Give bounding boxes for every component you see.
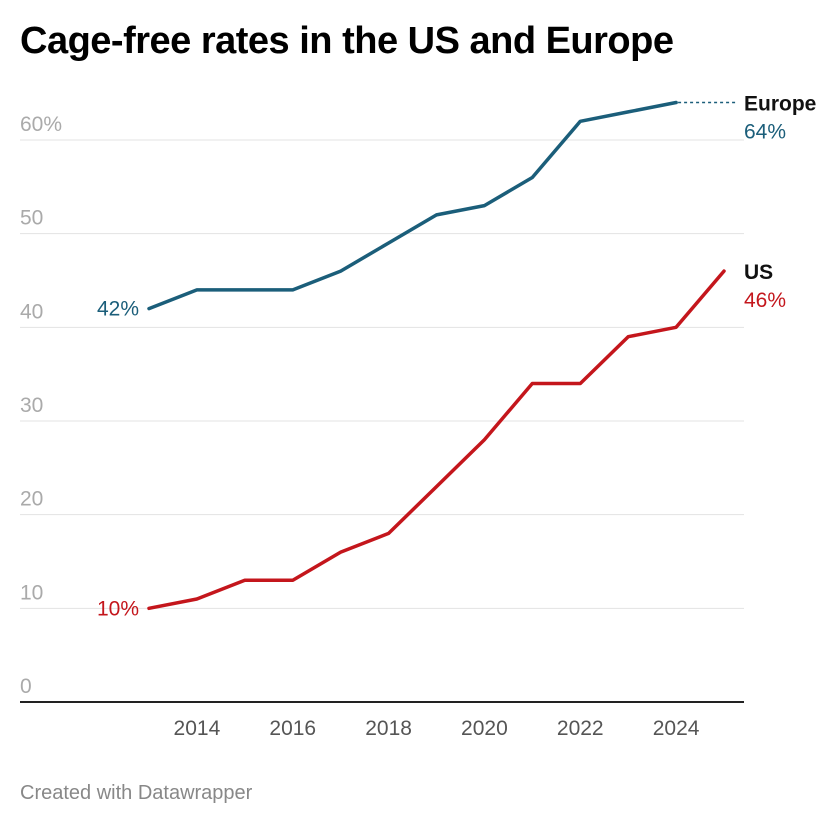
y-tick-label: 40: [20, 300, 43, 323]
y-tick-label: 50: [20, 207, 43, 230]
y-tick-label: 30: [20, 394, 43, 417]
x-tick-label: 2018: [365, 717, 412, 740]
start-value-label: 42%: [97, 298, 139, 321]
series-name-label: Europe: [744, 93, 816, 116]
series-name-label: US: [744, 261, 773, 284]
end-value-label: 64%: [744, 121, 786, 144]
x-tick-label: 2022: [557, 717, 604, 740]
x-tick-label: 2014: [174, 717, 221, 740]
y-tick-label: 20: [20, 488, 43, 511]
y-tick-label: 60%: [20, 113, 62, 136]
y-tick-label: 0: [20, 675, 32, 698]
credit-footer: Created with Datawrapper: [20, 782, 253, 804]
start-value-label: 10%: [97, 597, 139, 620]
chart-title: Cage-free rates in the US and Europe: [20, 20, 674, 62]
y-tick-label: 10: [20, 581, 43, 604]
end-value-label: 46%: [744, 289, 786, 312]
series-labels: 42% Europe 64% 10% US 46%: [97, 93, 816, 621]
series-line-europe: [147, 100, 678, 311]
series-lines: [147, 100, 726, 611]
series-line-us: [147, 269, 726, 611]
x-tick-label: 2024: [653, 717, 700, 740]
y-axis-ticks: 0 10 20 30 40 50 60%: [20, 113, 62, 698]
gridlines: [20, 139, 744, 703]
x-tick-label: 2020: [461, 717, 508, 740]
x-axis-ticks: 2014 2016 2018 2020 2022 2024: [174, 717, 700, 740]
x-tick-label: 2016: [269, 717, 316, 740]
